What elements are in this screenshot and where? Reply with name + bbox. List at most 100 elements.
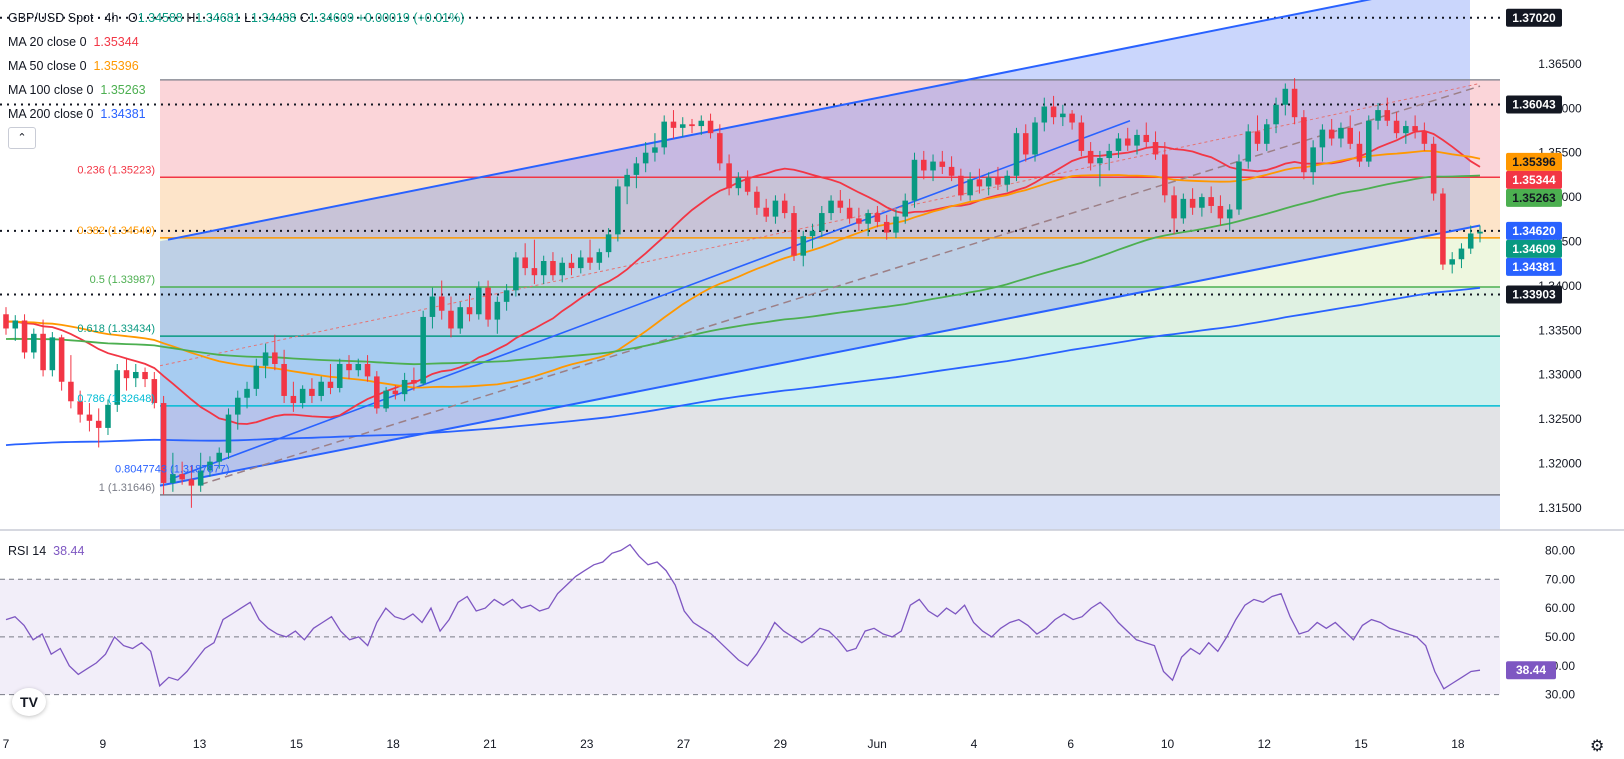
candle-body (1226, 209, 1233, 219)
candle-body (948, 166, 955, 176)
candle-body (374, 376, 380, 409)
candle-body (513, 257, 519, 291)
candle-body (939, 161, 946, 167)
time-tick: 18 (1451, 737, 1465, 751)
candle-body (244, 388, 250, 398)
channel-upper (167, 0, 1372, 241)
candle-body (1171, 195, 1177, 219)
price-label: 1.34620 (1512, 224, 1556, 238)
time-tick: 10 (1161, 737, 1175, 751)
candle-body (893, 216, 899, 233)
indicator-label: MA 200 close 0 (8, 107, 94, 121)
candle-body (1236, 161, 1242, 210)
candle-body (1162, 154, 1168, 196)
candle-body (1458, 248, 1465, 260)
candle-body (735, 177, 742, 189)
time-tick: 6 (1067, 737, 1074, 751)
candle-body (179, 474, 185, 480)
candle-body (31, 333, 37, 353)
candle-body (503, 290, 510, 302)
candle-body (1254, 131, 1261, 144)
low-value: 1.34488 (251, 11, 297, 25)
high-label: H (186, 11, 196, 25)
rsi-axis-tick: 50.00 (1545, 630, 1575, 644)
moving-average-50 (6, 149, 1481, 389)
candle-body (726, 163, 732, 189)
candle-body (791, 213, 797, 256)
rsi-axis-tick: 30.00 (1545, 688, 1575, 702)
rsi-label: RSI 14 (8, 544, 47, 558)
rsi-legend[interactable]: RSI 14 38.44 (8, 544, 84, 558)
indicator-ma20[interactable]: MA 20 close 0 1.35344 (8, 30, 464, 54)
price-label: 1.35263 (1512, 191, 1556, 205)
candle-body (411, 379, 417, 384)
chevron-up-icon[interactable]: ⌃ (8, 127, 36, 149)
axis-tick: 1.32000 (1538, 456, 1582, 470)
rsi-value-box (1506, 661, 1556, 680)
gear-icon[interactable]: ⚙ (1590, 738, 1605, 755)
legend-header: GBP/USD Spot · 4h O1.34588 H1.34681 L1.3… (8, 6, 464, 30)
axis-tick: 1.32500 (1538, 412, 1582, 426)
price-label: 1.33903 (1512, 287, 1556, 301)
candle-body (596, 252, 603, 263)
time-tick: 13 (193, 737, 207, 751)
candle-body (828, 200, 834, 214)
indicator-ma50[interactable]: MA 50 close 0 1.35396 (8, 54, 464, 78)
indicator-value: 1.35396 (93, 59, 139, 73)
candle-body (958, 175, 964, 196)
candle-body (1069, 113, 1075, 123)
candle-body (346, 363, 352, 371)
candle-body (68, 381, 74, 402)
candle-body (40, 333, 46, 371)
candle-body (1477, 231, 1483, 234)
fib-zone (160, 79, 1500, 178)
candle-body (77, 401, 83, 415)
candle-body (1338, 127, 1344, 139)
candle-body (902, 200, 909, 217)
time-tick: 29 (774, 737, 788, 751)
candle-body (262, 352, 269, 366)
candle-body (679, 124, 686, 128)
symbol-title[interactable]: GBP/USD Spot · 4h (8, 11, 119, 25)
candle-body (355, 363, 362, 371)
candle-body (819, 213, 825, 231)
candle-body (661, 121, 667, 148)
candle-body (652, 147, 658, 153)
fib-labels: 0.236 (1.35223) 0.382 (1.34540) 0.5 (1.339… (77, 164, 229, 494)
candle-body (438, 296, 445, 311)
indicator-ma200[interactable]: MA 200 close 0 1.34381 (8, 102, 464, 126)
candle-body (967, 179, 973, 196)
candle-body (114, 370, 121, 405)
price-label-box (1506, 95, 1562, 114)
price-label: 1.35344 (1512, 173, 1556, 187)
time-tick: 27 (677, 737, 691, 751)
tradingview-logo[interactable]: TV (12, 688, 46, 716)
price-label-box (1506, 257, 1562, 276)
candle-body (1365, 120, 1372, 162)
candle-body (624, 174, 630, 187)
candle-body (1384, 110, 1391, 121)
candle-body (466, 307, 473, 315)
candle-body (1328, 129, 1335, 139)
candle-body (1087, 150, 1094, 164)
price-label-box (1506, 221, 1562, 240)
candle-body (874, 213, 881, 222)
candle-body (577, 257, 584, 269)
fib-label: 0.618 (1.33434) (77, 323, 155, 335)
candle-body (1393, 120, 1400, 134)
candle-body (1143, 134, 1150, 143)
fibonacci-zones (160, 0, 1500, 530)
candle-body (234, 397, 241, 415)
median-line (199, 85, 1481, 486)
candle-body (49, 337, 56, 371)
candlesticks (3, 78, 1483, 508)
indicator-label: MA 50 close 0 (8, 59, 87, 73)
fib-label: 0.382 (1.34540) (77, 225, 155, 237)
time-axis: 7 9 13 15 18 21 23 27 29 Jun 4 6 10 12 15 18 (0, 724, 1624, 751)
time-tick: Jun (867, 737, 886, 751)
time-tick: 23 (580, 737, 594, 751)
time-tick: 9 (99, 737, 106, 751)
indicator-ma100[interactable]: MA 100 close 0 1.35263 (8, 78, 464, 102)
candle-body (911, 159, 918, 201)
